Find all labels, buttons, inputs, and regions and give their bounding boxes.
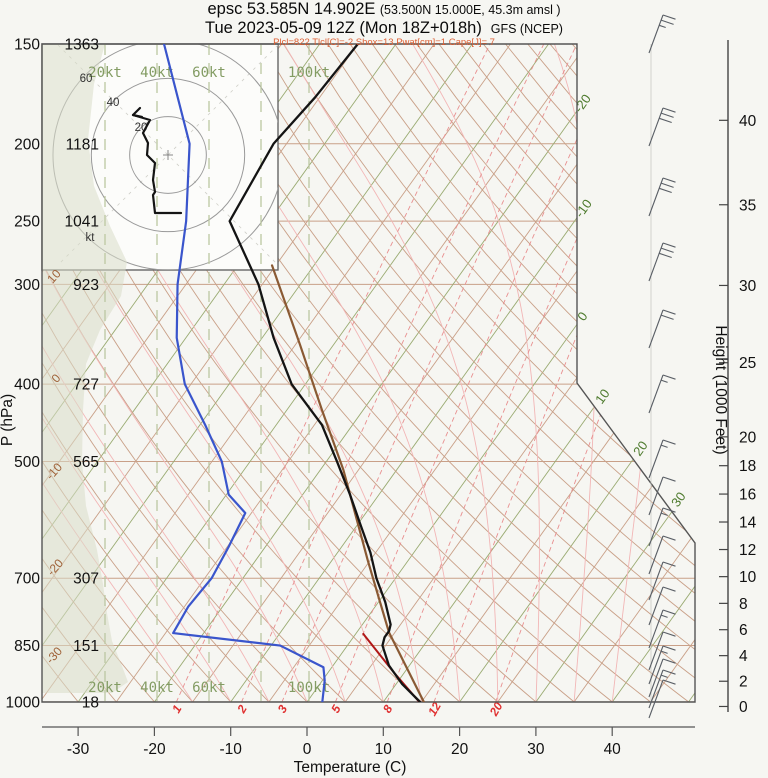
svg-text:20: 20: [486, 699, 505, 719]
station-subtitle: (53.500N 15.000E, 45.3m amsl ): [379, 3, 561, 17]
svg-text:40kt: 40kt: [140, 680, 174, 696]
svg-text:20: 20: [451, 741, 469, 758]
svg-text:850: 850: [14, 638, 40, 655]
svg-text:20kt: 20kt: [88, 65, 122, 81]
svg-text:565: 565: [73, 454, 99, 471]
svg-text:40: 40: [739, 113, 757, 130]
svg-text:60kt: 60kt: [192, 65, 226, 81]
pressure-axis-label: P (hPa): [0, 394, 16, 446]
svg-text:0: 0: [739, 699, 748, 716]
svg-text:4: 4: [739, 648, 748, 665]
svg-text:16: 16: [739, 487, 756, 504]
svg-text:18: 18: [739, 458, 756, 475]
svg-text:12: 12: [425, 699, 444, 718]
svg-text:250: 250: [14, 214, 40, 231]
svg-text:1363: 1363: [65, 36, 99, 53]
svg-text:100kt: 100kt: [288, 65, 330, 81]
title-block: epsc 53.585N 14.902E (53.500N 15.000E, 4…: [0, 0, 768, 48]
svg-text:2: 2: [739, 674, 748, 691]
svg-text:40: 40: [107, 97, 120, 109]
svg-text:30: 30: [739, 278, 757, 295]
svg-text:35: 35: [739, 197, 756, 214]
height-axis-label: Height (1000 Feet): [712, 325, 729, 454]
chart-graphics: 20kt20kt40kt40kt60kt60kt100kt100kt604020…: [6, 14, 757, 758]
svg-text:100kt: 100kt: [288, 680, 330, 696]
svg-text:40: 40: [604, 741, 622, 758]
svg-text:12: 12: [739, 542, 756, 559]
svg-text:0: 0: [303, 741, 312, 758]
svg-text:8: 8: [739, 596, 748, 613]
svg-text:727: 727: [73, 377, 99, 394]
svg-text:-20: -20: [143, 741, 166, 758]
svg-text:-10: -10: [219, 741, 242, 758]
svg-text:20: 20: [630, 438, 651, 459]
svg-text:20kt: 20kt: [88, 680, 122, 696]
svg-text:1041: 1041: [65, 214, 99, 231]
svg-text:200: 200: [14, 136, 40, 153]
svg-text:8: 8: [380, 702, 396, 715]
svg-text:400: 400: [14, 377, 40, 394]
svg-text:3: 3: [275, 702, 291, 715]
svg-text:300: 300: [14, 277, 40, 294]
station-title-line: epsc 53.585N 14.902E (53.500N 15.000E, 4…: [0, 0, 768, 19]
svg-text:20: 20: [739, 429, 757, 446]
svg-text:-10: -10: [572, 196, 595, 220]
svg-text:10: 10: [739, 569, 757, 586]
svg-text:1181: 1181: [66, 136, 99, 153]
sounding-parameters: Plcl=822 Tlcl[C]=-2 Shox=13 Pwat[cm]=1 C…: [273, 36, 495, 48]
time-title-line: Tue 2023-05-09 12Z (Mon 18Z+018h) GFS (N…: [0, 19, 768, 38]
svg-text:25: 25: [739, 355, 756, 372]
svg-text:10: 10: [592, 386, 613, 407]
svg-text:60kt: 60kt: [192, 680, 226, 696]
svg-text:40kt: 40kt: [140, 65, 174, 81]
svg-text:923: 923: [73, 277, 99, 294]
svg-text:10: 10: [375, 741, 393, 758]
svg-text:150: 150: [14, 36, 40, 53]
svg-text:6: 6: [739, 622, 748, 639]
station-title: epsc 53.585N 14.902E: [207, 0, 376, 18]
svg-text:kt: kt: [86, 232, 96, 244]
svg-text:500: 500: [14, 454, 40, 471]
svg-text:5: 5: [328, 702, 344, 715]
svg-text:30: 30: [527, 741, 545, 758]
svg-text:151: 151: [73, 638, 99, 655]
svg-text:14: 14: [739, 515, 757, 532]
valid-time: Tue 2023-05-09 12Z (Mon 18Z+018h): [205, 19, 482, 38]
svg-text:18: 18: [82, 694, 99, 711]
svg-text:307: 307: [73, 571, 99, 588]
temperature-axis-label: Temperature (C): [294, 759, 407, 776]
model-name: GFS (NCEP): [490, 22, 563, 37]
svg-text:700: 700: [14, 571, 40, 588]
svg-text:1000: 1000: [6, 694, 41, 711]
svg-text:2: 2: [234, 702, 250, 716]
svg-text:30: 30: [668, 489, 689, 510]
svg-text:60: 60: [80, 73, 93, 85]
svg-text:-30: -30: [67, 741, 90, 758]
svg-text:1: 1: [169, 702, 185, 715]
